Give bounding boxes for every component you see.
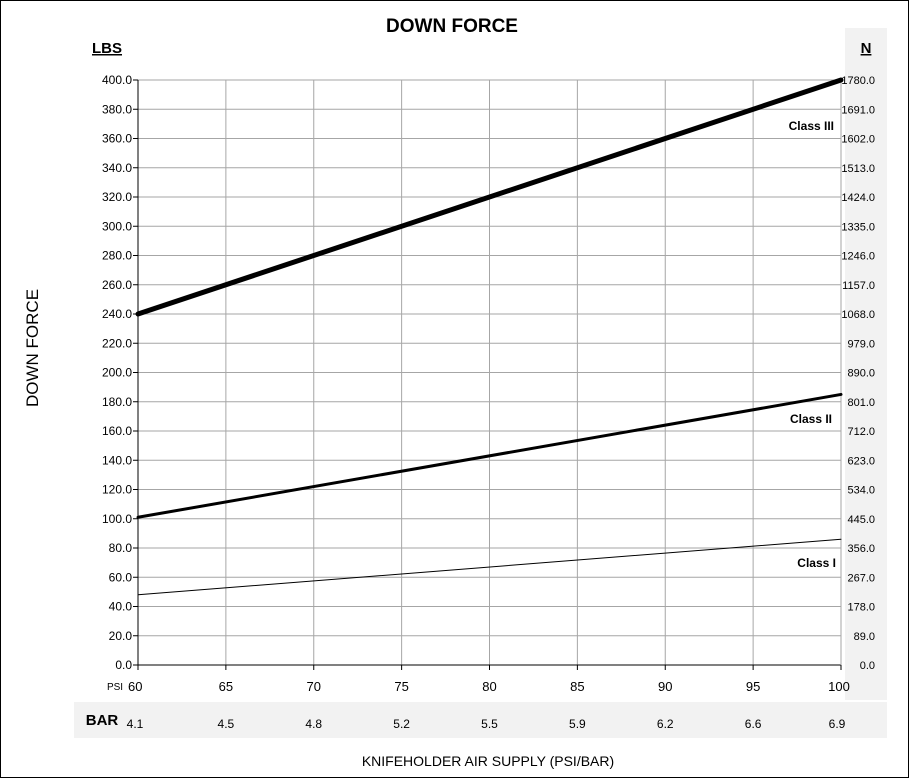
series-line-class-ii [136,392,843,519]
bar-row-label: BAR [86,712,119,729]
bar-tick-label: 6.9 [829,717,846,731]
y-tick-label: 400.0 [102,73,132,87]
x-tick-label: 100 [828,679,850,694]
y-tick-label: 80.0 [109,541,133,555]
series-line-class-iii [135,77,844,317]
x-axis-label: KNIFEHOLDER AIR SUPPLY (PSI/BAR) [362,753,614,769]
y-axis-label: DOWN FORCE [23,289,42,407]
y-tick-label: 340.0 [102,161,132,175]
bar-row-panel [74,702,887,738]
right-tick-label: 1513.0 [841,163,875,175]
right-tick-label: 979.0 [847,338,875,350]
y-tick-label: 280.0 [102,249,132,263]
right-tick-label: 89.0 [854,631,875,643]
right-axis-panel [845,28,887,700]
bar-tick-label: 5.5 [481,717,498,731]
right-tick-label: 0.0 [860,660,875,672]
x-tick-label: 60 [128,679,142,694]
y-tick-label: 240.0 [102,307,132,321]
right-tick-label: 623.0 [847,455,875,467]
y-tick-label: 60.0 [109,570,133,584]
right-tick-label: 445.0 [847,514,875,526]
bar-tick-label: 4.1 [127,717,144,731]
right-tick-label: 1424.0 [841,192,875,204]
right-tick-label: 1780.0 [841,75,875,87]
right-tick-label: 1602.0 [841,134,875,146]
series-lines: Class III Class II Class I [135,77,844,596]
y-tick-label: 300.0 [102,219,132,233]
left-unit-label: LBS [92,40,122,57]
y-tick-label: 180.0 [102,395,132,409]
y-tick-label: 140.0 [102,453,132,467]
y-tick-label: 380.0 [102,102,132,116]
bar-tick-label: 4.5 [218,717,235,731]
bar-tick-label: 6.6 [745,717,762,731]
bar-tick-label: 5.2 [393,717,410,731]
right-tick-label: 801.0 [847,397,875,409]
right-tick-label: 1157.0 [842,280,875,292]
y-tick-label: 20.0 [109,629,133,643]
right-tick-label: 712.0 [847,426,875,438]
right-tick-label: 1068.0 [841,309,875,321]
right-unit-label: N [861,40,872,57]
x-tick-label: 95 [746,679,760,694]
right-tick-label: 267.0 [847,572,875,584]
gridlines [133,79,842,670]
series-label: Class III [789,119,834,133]
right-tick-label: 356.0 [847,543,875,555]
bar-tick-label: 6.2 [657,717,674,731]
x-tick-label: 70 [307,679,321,694]
x-tick-label: 80 [482,679,496,694]
right-tick-label: 1246.0 [841,251,875,263]
y-tick-label: 360.0 [102,132,132,146]
series-label: Class I [797,556,836,570]
right-tick-label: 890.0 [847,368,875,380]
x-tick-label: 75 [394,679,408,694]
y-tick-label: 220.0 [102,336,132,350]
series-label: Class II [790,412,832,426]
tick-labels: 0.0 0.0 20.0 89.0 40.0 178.0 60.0 267.0 80.0 356.… [102,73,875,731]
y-tick-label: 100.0 [102,512,132,526]
x-tick-label: 90 [658,679,672,694]
x-tick-label: 65 [219,679,233,694]
psi-row-label: PSI [107,682,123,693]
right-tick-label: 1335.0 [841,221,875,233]
y-tick-label: 200.0 [102,366,132,380]
right-tick-label: 178.0 [847,602,875,614]
y-tick-label: 260.0 [102,278,132,292]
y-tick-label: 320.0 [102,190,132,204]
right-tick-label: 1691.0 [841,104,875,116]
bar-tick-label: 4.8 [305,717,322,731]
y-tick-label: 0.0 [115,658,132,672]
y-tick-label: 160.0 [102,424,132,438]
y-tick-label: 40.0 [109,600,133,614]
right-tick-label: 534.0 [847,485,875,497]
x-tick-label: 85 [570,679,584,694]
chart-title: DOWN FORCE [386,16,518,37]
series-line-class-i [137,538,842,596]
y-tick-label: 120.0 [102,483,132,497]
bar-tick-label: 5.9 [569,717,586,731]
